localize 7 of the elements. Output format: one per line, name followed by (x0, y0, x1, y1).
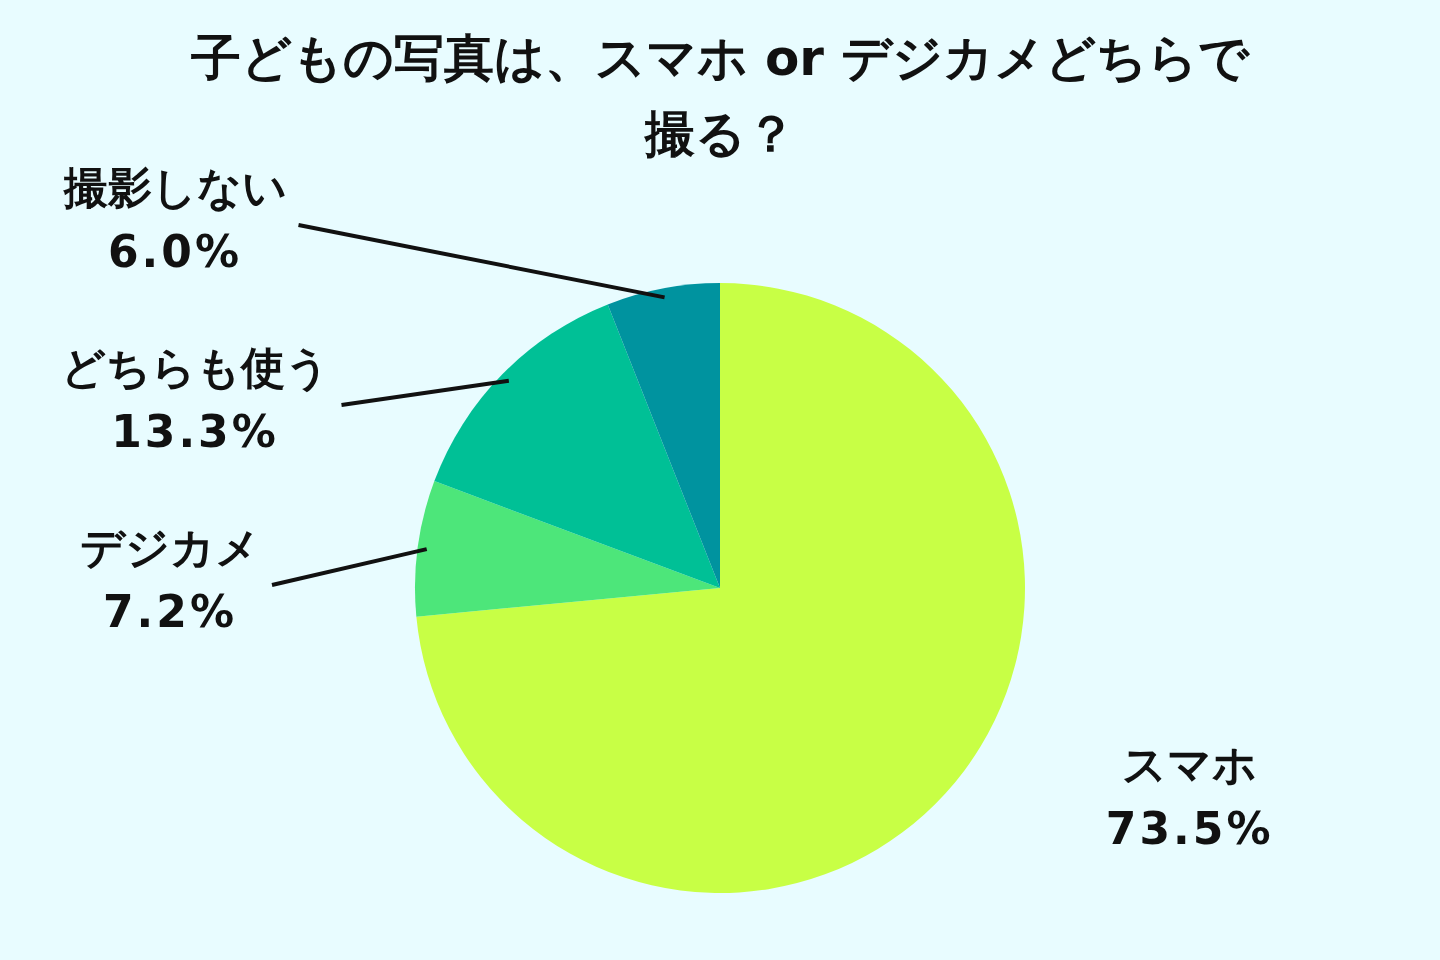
chart-title: 子どもの写真は、スマホ or デジカメどちらで撮る？ (190, 29, 1250, 163)
data-label: 6.0% (107, 226, 243, 277)
slice-label: 撮影しない (62, 162, 287, 213)
slice-label: どちらも使う (60, 342, 330, 393)
slice-label: デジカメ (80, 522, 260, 573)
data-label: 13.3% (111, 406, 279, 457)
data-label: 7.2% (102, 586, 238, 637)
